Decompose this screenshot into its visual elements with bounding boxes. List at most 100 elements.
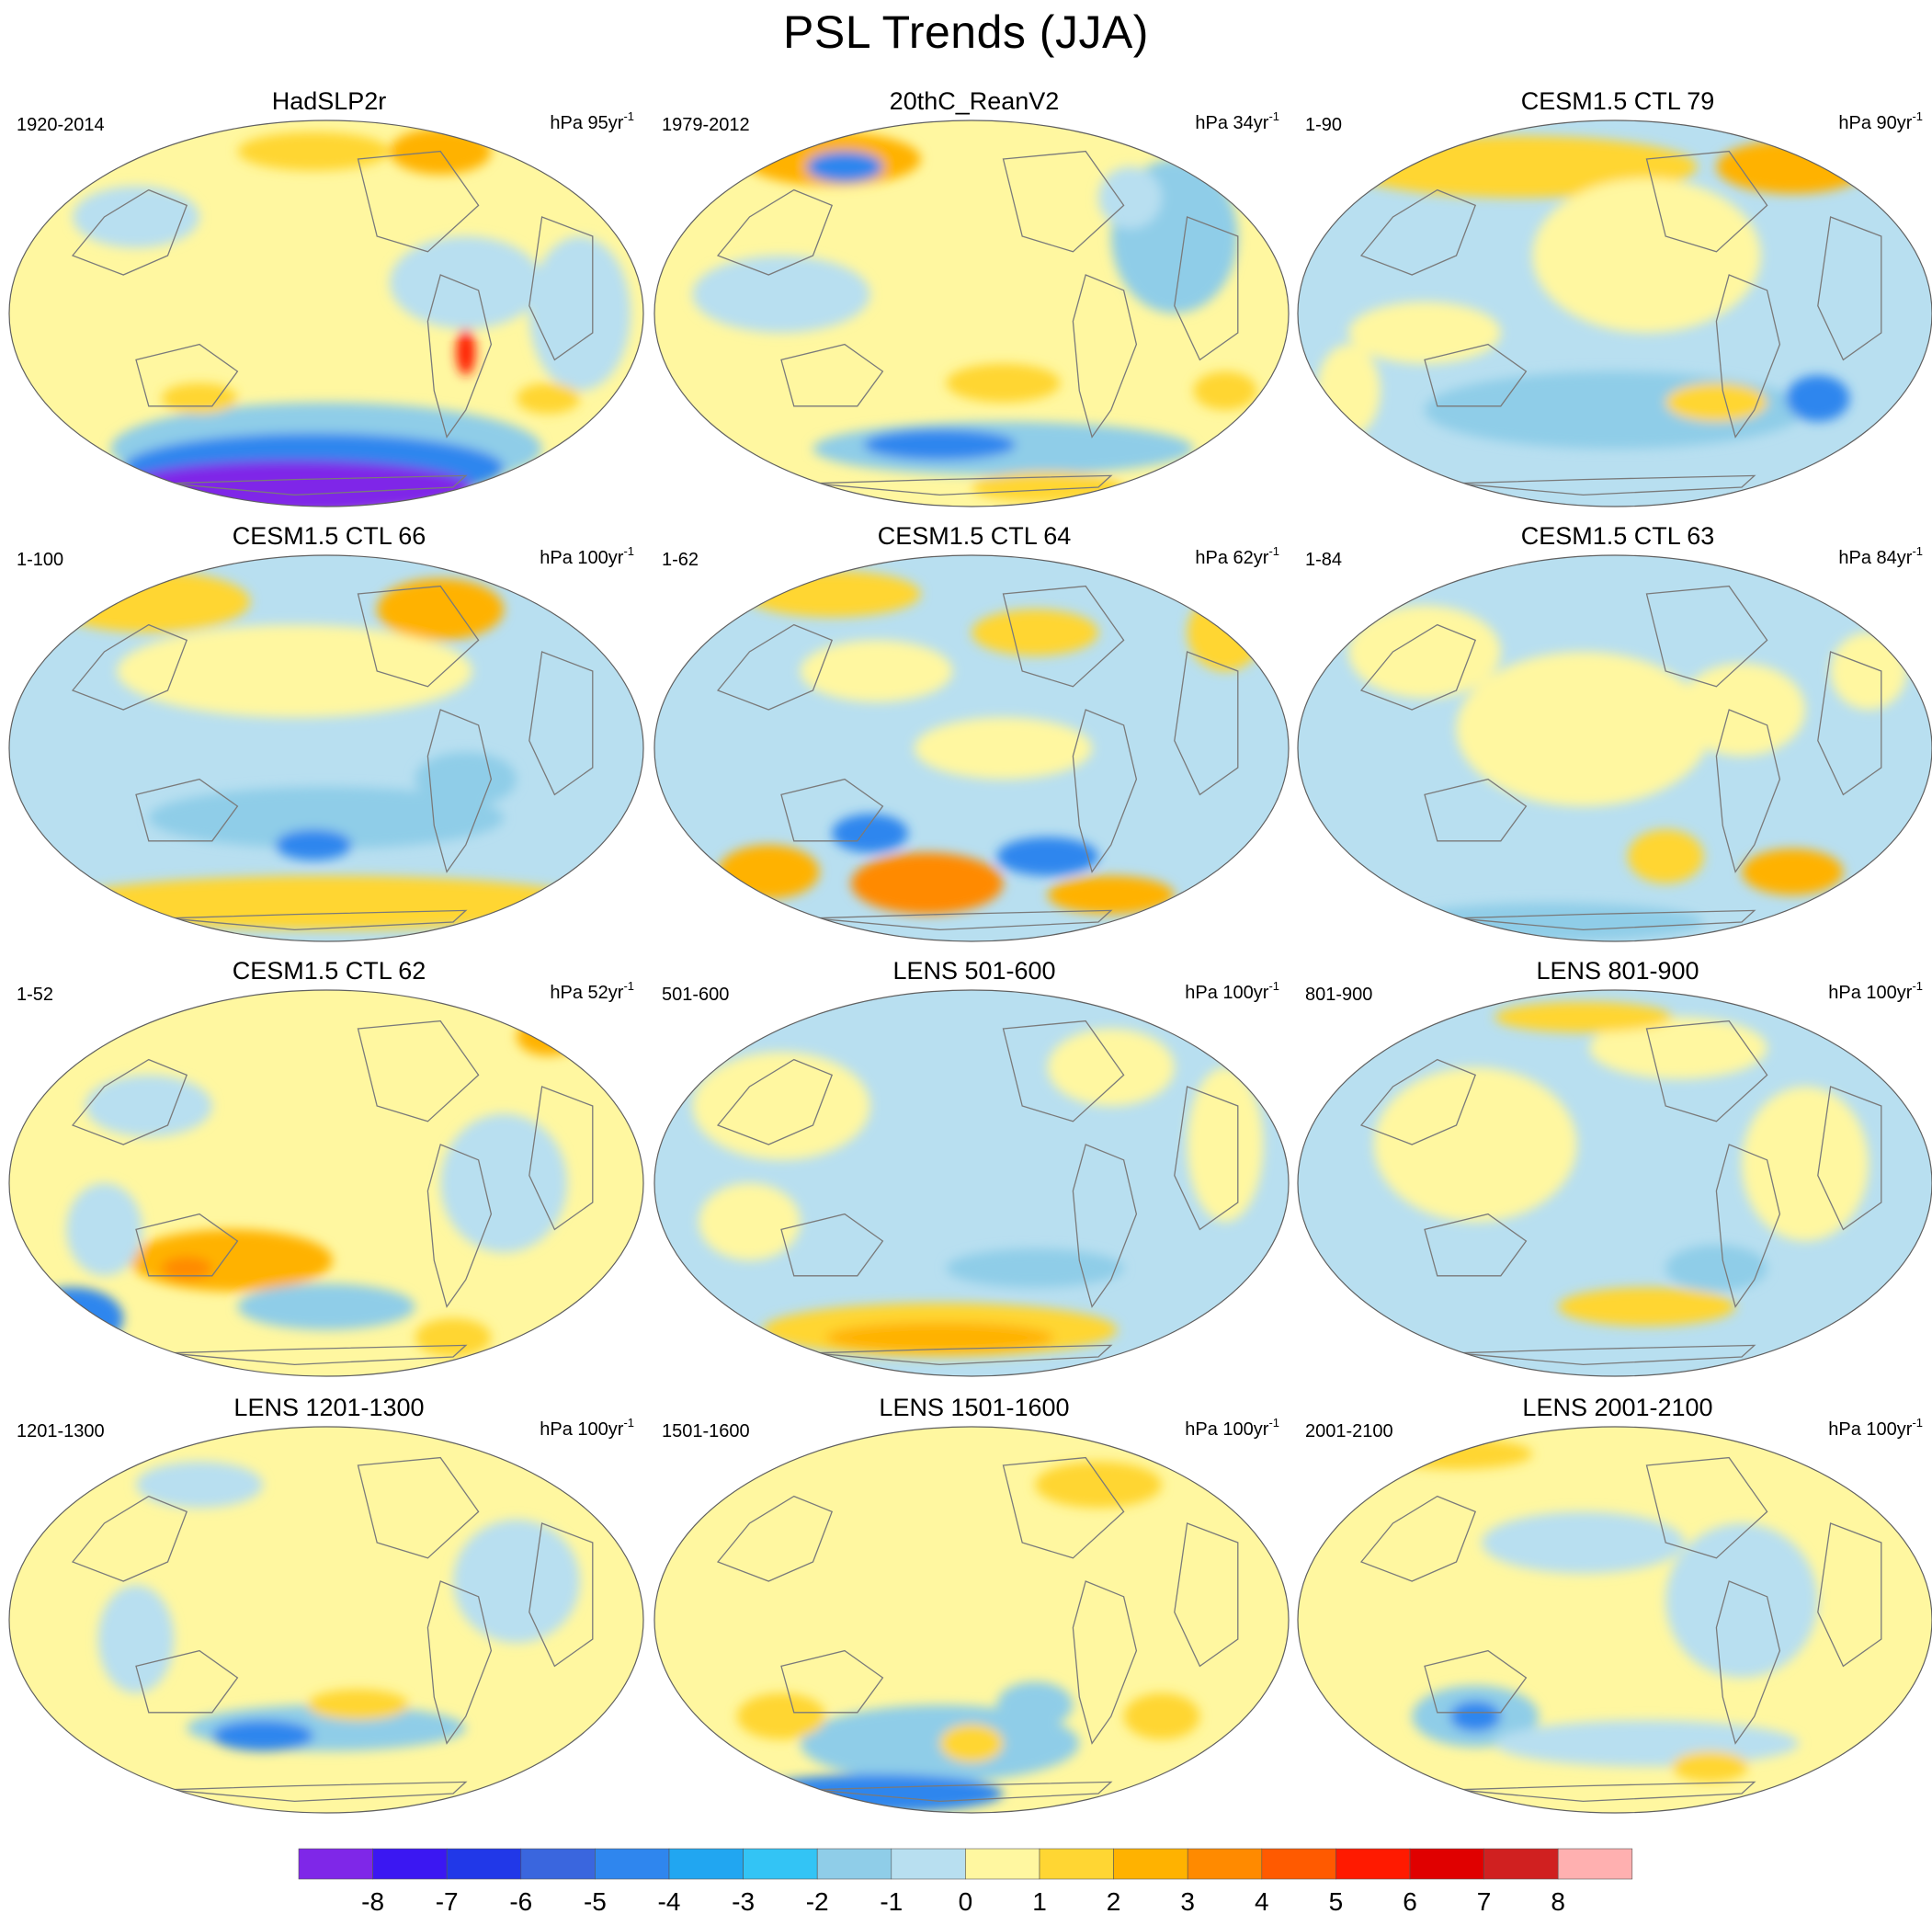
trend-contour bbox=[939, 1724, 1004, 1763]
units-exponent: -1 bbox=[1912, 979, 1923, 993]
trend-field bbox=[1298, 1427, 1932, 1813]
panel-period: 1920-2014 bbox=[17, 115, 105, 135]
trend-contour bbox=[130, 1229, 333, 1292]
trend-contour bbox=[1627, 829, 1704, 883]
figure-title: PSL Trends (JJA) bbox=[783, 6, 1149, 58]
coastline bbox=[1359, 188, 1477, 276]
units-text: hPa 100yr bbox=[1828, 983, 1913, 1003]
trend-contour bbox=[692, 1052, 870, 1160]
trend-contour bbox=[996, 1681, 1074, 1728]
coastline bbox=[1715, 274, 1781, 439]
units-exponent: -1 bbox=[1912, 544, 1923, 558]
coastline bbox=[813, 474, 1113, 496]
trend-field bbox=[1298, 990, 1932, 1376]
colorbar-cell bbox=[668, 1848, 744, 1880]
trend-contour bbox=[1193, 371, 1257, 410]
map-panel: LENS 1201-1300 1201-1300 hPa 100yr-1 bbox=[7, 1394, 651, 1826]
trend-contour bbox=[850, 852, 1004, 915]
trend-contour bbox=[718, 845, 820, 899]
colorbar-label: 3 bbox=[1180, 1887, 1195, 1914]
colorbar-cell bbox=[891, 1848, 966, 1880]
map-panel: LENS 1501-1600 1501-1600 hPa 100yr-1 bbox=[653, 1394, 1296, 1826]
coastline bbox=[1456, 1781, 1756, 1803]
coastline bbox=[135, 1649, 239, 1714]
coastline bbox=[167, 474, 468, 496]
panel-period: 501-600 bbox=[662, 985, 730, 1005]
map-panel: 20thC_ReanV2 1979-2012 hPa 34yr-1 bbox=[653, 87, 1296, 519]
coastline bbox=[716, 1058, 834, 1145]
trend-contour bbox=[117, 624, 472, 718]
panel-title: LENS 1201-1300 bbox=[233, 1394, 425, 1421]
colorbar-label: 4 bbox=[1255, 1887, 1269, 1914]
colorbar-cell bbox=[1409, 1848, 1484, 1880]
coastline bbox=[1174, 1522, 1239, 1668]
coastline bbox=[167, 909, 468, 931]
coastline bbox=[813, 909, 1113, 931]
colorbar-label: -4 bbox=[658, 1887, 681, 1914]
panel-units: hPa 62yr-1 bbox=[1195, 544, 1279, 569]
coastline bbox=[71, 623, 188, 711]
trend-contour bbox=[1786, 375, 1850, 422]
coastline bbox=[135, 343, 239, 407]
trend-contour bbox=[832, 814, 908, 853]
coastline bbox=[1174, 1086, 1239, 1231]
map-border bbox=[8, 554, 644, 942]
trend-contour bbox=[1665, 1523, 1818, 1678]
map-svg bbox=[1297, 1426, 1932, 1814]
colorbar-label: -1 bbox=[880, 1887, 903, 1914]
coastline bbox=[1424, 1213, 1528, 1277]
colorbar-cell bbox=[595, 1848, 670, 1880]
trend-contour bbox=[749, 1774, 1004, 1813]
panel-units: hPa 95yr-1 bbox=[550, 109, 634, 134]
coastline bbox=[135, 1213, 239, 1277]
coastline bbox=[1002, 1020, 1125, 1122]
trend-contour bbox=[390, 236, 542, 329]
map-border bbox=[8, 120, 644, 507]
map-panel: CESM1.5 CTL 79 1-90 hPa 90yr-1 bbox=[1296, 87, 1932, 519]
map-border bbox=[1297, 989, 1932, 1377]
colorbar-cell bbox=[372, 1848, 448, 1880]
coastline bbox=[426, 709, 493, 873]
trend-contour bbox=[1035, 1461, 1162, 1509]
colorbar-cell bbox=[1113, 1848, 1188, 1880]
coastline bbox=[1715, 1580, 1781, 1745]
trend-contour bbox=[1557, 1287, 1736, 1327]
map-panel: LENS 801-900 801-900 hPa 100yr-1 bbox=[1296, 957, 1932, 1389]
panel-title: LENS 2001-2100 bbox=[1522, 1394, 1713, 1421]
colorbar-label: -7 bbox=[436, 1887, 459, 1914]
trend-contour bbox=[528, 236, 631, 391]
coastline bbox=[357, 150, 480, 253]
trend-field bbox=[654, 1427, 1289, 1813]
coastline bbox=[1174, 651, 1239, 796]
coastline bbox=[1359, 1495, 1477, 1582]
trend-contour bbox=[1742, 1087, 1869, 1241]
trend-contour bbox=[972, 609, 1098, 656]
trend-field bbox=[1298, 555, 1932, 941]
coastline bbox=[357, 585, 480, 688]
map-svg bbox=[8, 120, 644, 507]
trend-contour bbox=[517, 1017, 580, 1056]
coastline bbox=[528, 1086, 594, 1231]
coastline bbox=[1424, 778, 1528, 842]
panel-title: CESM1.5 CTL 62 bbox=[232, 957, 426, 985]
panel-period: 1-52 bbox=[17, 985, 54, 1005]
colorbar-label: 5 bbox=[1329, 1887, 1344, 1914]
panel-period: 2001-2100 bbox=[1305, 1421, 1393, 1441]
map-svg bbox=[653, 554, 1290, 942]
trend-contour bbox=[1589, 1017, 1767, 1079]
trend-contour bbox=[117, 460, 472, 507]
trend-contour bbox=[21, 1287, 124, 1350]
map-svg bbox=[653, 989, 1290, 1377]
units-text: hPa 100yr bbox=[540, 548, 624, 568]
coastline bbox=[357, 1456, 480, 1559]
coastline bbox=[780, 1213, 884, 1277]
colorbar-cell bbox=[446, 1848, 522, 1880]
map-border bbox=[653, 554, 1290, 942]
trend-contour bbox=[136, 1461, 263, 1509]
coastline bbox=[1456, 474, 1756, 496]
trend-contour bbox=[275, 829, 352, 860]
panel-units: hPa 84yr-1 bbox=[1838, 544, 1923, 569]
trend-contour bbox=[97, 1585, 175, 1693]
panel-units: hPa 100yr-1 bbox=[1828, 979, 1923, 1004]
coastline bbox=[1817, 651, 1882, 796]
